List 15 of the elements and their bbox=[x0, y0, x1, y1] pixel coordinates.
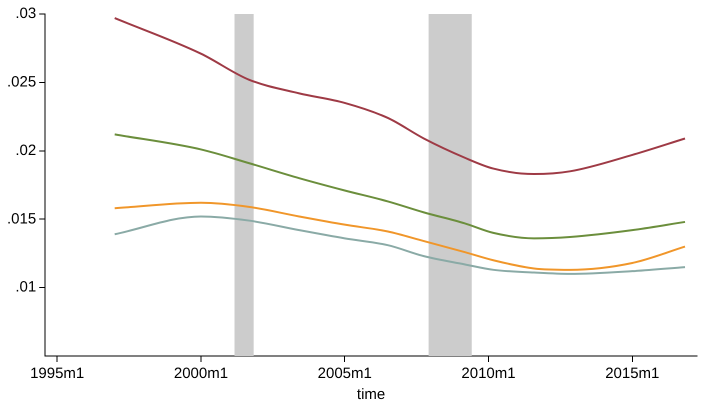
line-series bbox=[114, 215, 686, 275]
x-axis-title: time bbox=[356, 386, 386, 404]
y-tick-label: .015 bbox=[6, 210, 36, 228]
y-tick-label: .025 bbox=[6, 74, 36, 91]
x-tick-label: 2000m1 bbox=[174, 365, 228, 382]
x-tick-label: 2005m1 bbox=[318, 365, 372, 382]
x-tick-label: 2015m1 bbox=[605, 365, 660, 382]
x-tick-label: 2010m1 bbox=[461, 365, 516, 382]
y-tick-label: .01 bbox=[15, 278, 36, 296]
x-tick-label: 1995m1 bbox=[30, 365, 84, 382]
line-series bbox=[114, 133, 686, 240]
y-tick-label: .02 bbox=[15, 142, 36, 159]
y-tick-label: .03 bbox=[15, 5, 36, 22]
line-series bbox=[114, 202, 686, 271]
line-series bbox=[114, 17, 686, 176]
